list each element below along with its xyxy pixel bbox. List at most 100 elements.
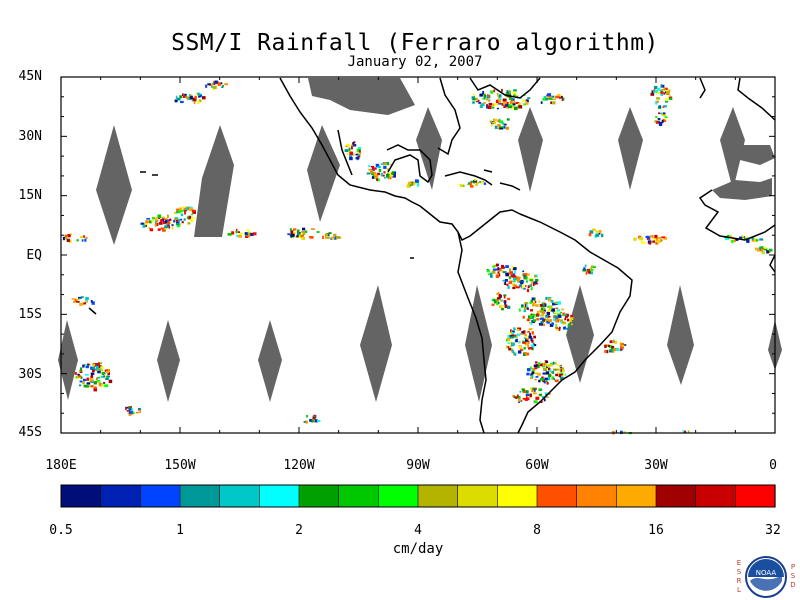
rain-pixel bbox=[557, 328, 561, 331]
rain-pixel bbox=[640, 241, 643, 244]
rain-pixel bbox=[106, 370, 110, 374]
rain-pixel bbox=[633, 237, 637, 241]
rain-pixel bbox=[542, 379, 545, 383]
rain-pixel bbox=[550, 374, 552, 377]
rain-pixel bbox=[168, 220, 171, 223]
rain-pixel bbox=[598, 232, 601, 235]
rain-pixel bbox=[508, 347, 512, 351]
rain-pixel bbox=[562, 312, 565, 315]
rain-pixel bbox=[125, 406, 129, 409]
rain-pixel bbox=[530, 300, 534, 303]
rain-pixel bbox=[522, 287, 526, 290]
rain-pixel bbox=[290, 233, 295, 237]
rain-pixel bbox=[662, 119, 667, 122]
rain-pixel bbox=[655, 241, 658, 245]
rain-pixel bbox=[547, 377, 551, 381]
rain-pixel bbox=[511, 334, 514, 337]
rain-pixel bbox=[569, 319, 572, 323]
rain-pixel bbox=[473, 93, 475, 97]
rain-pixel bbox=[529, 347, 533, 350]
rain-pixel bbox=[521, 331, 524, 335]
rain-pixel bbox=[587, 271, 591, 274]
rain-pixel bbox=[495, 298, 500, 303]
rain-pixel bbox=[507, 346, 510, 349]
rain-pixel bbox=[724, 238, 729, 240]
rain-pixel bbox=[188, 215, 191, 219]
rain-pixel bbox=[520, 279, 524, 282]
rain-pixel bbox=[506, 118, 510, 121]
rain-pixel bbox=[146, 218, 150, 220]
rain-pixel bbox=[297, 229, 300, 232]
rain-pixel bbox=[507, 334, 510, 339]
rain-pixel bbox=[545, 314, 549, 318]
rain-pixel bbox=[555, 373, 558, 377]
rain-pixel bbox=[756, 248, 760, 252]
rain-pixel bbox=[148, 220, 152, 224]
rain-pixel bbox=[557, 301, 561, 305]
rain-pixel bbox=[662, 106, 665, 108]
rain-pixel bbox=[533, 335, 536, 339]
rain-pixel bbox=[144, 222, 149, 225]
rain-pixel bbox=[512, 267, 517, 271]
rain-pixel bbox=[355, 153, 359, 156]
rain-pixel bbox=[545, 380, 548, 382]
map-title: SSM/I Rainfall (Ferraro algorithm) bbox=[171, 30, 659, 56]
rain-pixel bbox=[207, 83, 211, 86]
rain-pixel bbox=[353, 141, 356, 144]
rain-pixel bbox=[521, 388, 525, 392]
rain-pixel bbox=[498, 294, 502, 298]
rain-pixel bbox=[560, 320, 563, 324]
rain-pixel bbox=[657, 118, 661, 120]
rain-pixel bbox=[546, 364, 551, 368]
rain-pixel bbox=[171, 226, 174, 230]
rain-pixel bbox=[79, 380, 83, 383]
rain-pixel bbox=[388, 172, 391, 175]
rain-pixel bbox=[417, 183, 420, 187]
rain-pixel bbox=[129, 411, 133, 414]
rain-pixel bbox=[353, 154, 355, 157]
rain-pixel bbox=[558, 365, 562, 368]
rain-pixel bbox=[505, 345, 508, 349]
rain-pixel bbox=[297, 232, 301, 236]
rain-pixel bbox=[105, 377, 109, 381]
rain-pixel bbox=[544, 377, 548, 381]
rain-pixel bbox=[530, 344, 535, 348]
rain-pixel bbox=[504, 281, 507, 285]
rain-pixel bbox=[550, 371, 553, 374]
rain-pixel bbox=[524, 303, 527, 307]
rain-pixel bbox=[523, 352, 527, 355]
rain-pixel bbox=[529, 309, 533, 312]
rain-pixel bbox=[536, 313, 539, 317]
rain-pixel bbox=[505, 127, 509, 130]
rain-pixel bbox=[98, 362, 100, 366]
rain-pixel bbox=[380, 172, 383, 177]
rain-pixel bbox=[187, 97, 192, 100]
map-ticks bbox=[60, 76, 776, 434]
rain-pixel bbox=[512, 100, 516, 104]
rain-pixel bbox=[549, 369, 552, 373]
rain-pixel bbox=[529, 322, 532, 324]
rain-pixel bbox=[518, 280, 522, 283]
rain-pixel bbox=[77, 373, 80, 376]
rain-pixel bbox=[193, 98, 197, 102]
rain-pixel bbox=[90, 366, 93, 370]
lon-label-90w: 90W bbox=[406, 458, 430, 473]
rain-pixel bbox=[655, 237, 658, 241]
lat-label-15n: 15N bbox=[18, 188, 42, 203]
rain-pixel bbox=[519, 348, 524, 351]
rain-pixel bbox=[104, 373, 106, 378]
rain-pixel bbox=[534, 388, 537, 391]
rain-pixel bbox=[513, 335, 517, 338]
rain-pixel bbox=[562, 326, 566, 330]
rain-pixel bbox=[604, 349, 606, 354]
rain-pixel bbox=[187, 216, 189, 219]
rain-pixel bbox=[174, 211, 177, 214]
lat-label-45s: 45S bbox=[18, 425, 42, 440]
rain-pixel bbox=[482, 91, 485, 95]
rain-pixel bbox=[554, 301, 558, 305]
rain-pixel bbox=[504, 304, 508, 308]
rain-pixel bbox=[387, 176, 389, 179]
rain-pixel bbox=[512, 286, 516, 290]
rain-pixel bbox=[182, 95, 186, 98]
rain-pixel bbox=[522, 99, 525, 102]
